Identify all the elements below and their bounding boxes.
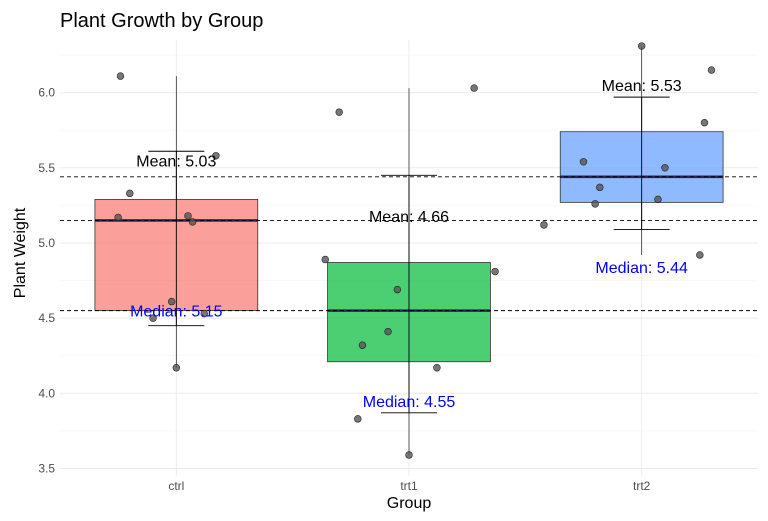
mean-label-trt1: Mean: 4.66 <box>369 209 449 226</box>
data-point <box>335 108 343 116</box>
data-point <box>358 341 367 349</box>
data-points <box>114 42 716 459</box>
data-point <box>393 285 402 294</box>
data-point <box>654 195 662 204</box>
x-tick-label: trt2 <box>633 479 651 493</box>
data-point <box>540 221 548 229</box>
y-tick-label: 6.0 <box>38 86 55 100</box>
data-point <box>405 451 413 459</box>
median-label-trt1: Median: 4.55 <box>363 394 456 411</box>
data-point <box>321 255 329 264</box>
y-tick-label: 3.5 <box>38 461 55 475</box>
data-point <box>172 364 181 372</box>
error-bars <box>148 96 670 414</box>
y-tick-label: 4.5 <box>38 311 55 325</box>
data-point <box>696 251 704 259</box>
data-point <box>596 183 604 192</box>
annotations: Mean: 5.03 Median: 5.15 Mean: 4.66 Median: … <box>130 78 688 411</box>
data-point <box>114 213 122 222</box>
data-point <box>200 309 208 318</box>
median-label-trt2: Median: 5.44 <box>595 260 688 277</box>
data-point <box>591 200 599 208</box>
data-point <box>116 72 125 80</box>
y-axis-title: Plant Weight <box>12 207 29 298</box>
y-tick-label: 5.0 <box>38 236 55 250</box>
median-label-ctrl: Median: 5.15 <box>130 304 223 321</box>
data-point <box>149 314 157 322</box>
data-point <box>637 42 646 50</box>
data-point <box>491 267 499 276</box>
data-point <box>579 158 588 166</box>
y-tick-label: 4.0 <box>38 386 55 400</box>
data-point <box>126 189 134 198</box>
data-point <box>188 218 197 226</box>
x-axis-title: Group <box>387 495 432 512</box>
chart-title: Plant Growth by Group <box>60 10 263 32</box>
data-point <box>212 152 220 160</box>
data-point <box>354 415 362 423</box>
axes: 3.5 4.0 4.5 5.0 5.5 6.0 ctrl trt1 trt2 <box>38 86 650 493</box>
x-tick-label: ctrl <box>168 479 184 493</box>
data-point <box>384 327 392 336</box>
data-point <box>433 364 441 372</box>
y-tick-label: 5.5 <box>38 161 55 175</box>
mean-label-ctrl: Mean: 5.03 <box>136 153 216 170</box>
mean-label-trt2: Mean: 5.53 <box>602 78 682 95</box>
data-point <box>470 84 478 92</box>
data-point <box>700 118 709 127</box>
data-point <box>661 164 669 172</box>
data-point <box>184 212 192 220</box>
data-point <box>167 297 176 306</box>
data-point <box>707 66 716 74</box>
x-tick-label: trt1 <box>400 479 418 493</box>
